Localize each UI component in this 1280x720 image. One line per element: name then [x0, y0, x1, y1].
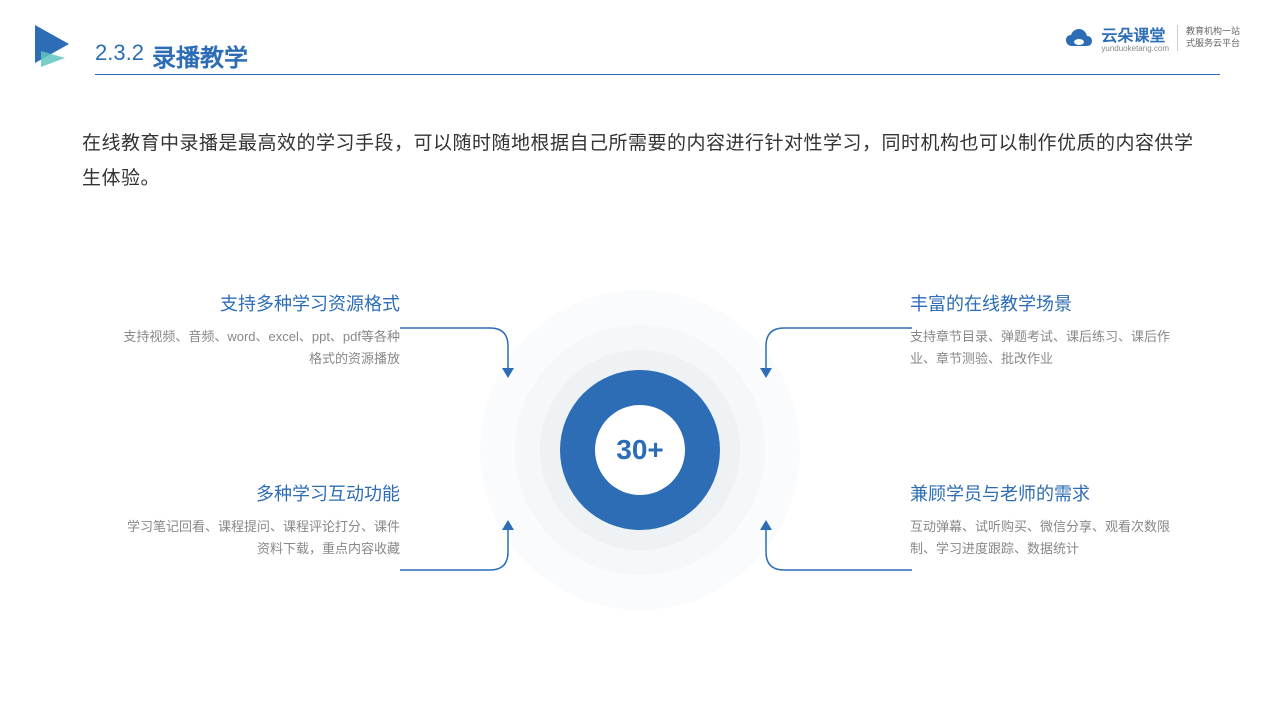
header-underline: [95, 74, 1220, 75]
brand-tagline-1: 教育机构一站: [1186, 26, 1240, 38]
intro-paragraph: 在线教育中录播是最高效的学习手段，可以随时随地根据自己所需要的内容进行针对性学习…: [82, 126, 1198, 196]
feature-bottom-left: 多种学习互动功能 学习笔记回看、课程提问、课程评论打分、课件资料下载，重点内容收…: [120, 480, 400, 560]
feature-title: 丰富的在线教学场景: [910, 290, 1190, 316]
brand-logo: 云朵课堂 yunduoketang.com 教育机构一站 式服务云平台: [1065, 22, 1240, 53]
feature-top-right: 丰富的在线教学场景 支持章节目录、弹题考试、课后练习、课后作业、章节测验、批改作…: [910, 290, 1190, 370]
feature-title: 支持多种学习资源格式: [120, 290, 400, 316]
brand-tagline-2: 式服务云平台: [1186, 38, 1240, 50]
feature-desc: 互动弹幕、试听购买、微信分享、观看次数限制、学习进度跟踪、数据统计: [910, 516, 1190, 560]
feature-title: 多种学习互动功能: [120, 480, 400, 506]
section-number: 2.3.2: [95, 40, 144, 66]
feature-desc: 学习笔记回看、课程提问、课程评论打分、课件资料下载，重点内容收藏: [120, 516, 400, 560]
cloud-icon: [1065, 28, 1093, 48]
play-icon: [35, 25, 77, 72]
logo-divider: [1177, 25, 1178, 51]
center-value: 30+: [595, 405, 685, 495]
feature-desc: 支持视频、音频、word、excel、ppt、pdf等各种格式的资源播放: [120, 326, 400, 370]
feature-diagram: 30+ 支持多种学习资源格式 支持视频、音频、word、excel、ppt、pd…: [0, 260, 1280, 640]
feature-desc: 支持章节目录、弹题考试、课后练习、课后作业、章节测验、批改作业: [910, 326, 1190, 370]
center-donut: 30+: [560, 370, 720, 530]
brand-name: 云朵课堂: [1101, 22, 1169, 46]
brand-url: yunduoketang.com: [1101, 44, 1169, 53]
section-title: 录播教学: [152, 38, 248, 73]
feature-title: 兼顾学员与老师的需求: [910, 480, 1190, 506]
feature-top-left: 支持多种学习资源格式 支持视频、音频、word、excel、ppt、pdf等各种…: [120, 290, 400, 370]
feature-bottom-right: 兼顾学员与老师的需求 互动弹幕、试听购买、微信分享、观看次数限制、学习进度跟踪、…: [910, 480, 1190, 560]
